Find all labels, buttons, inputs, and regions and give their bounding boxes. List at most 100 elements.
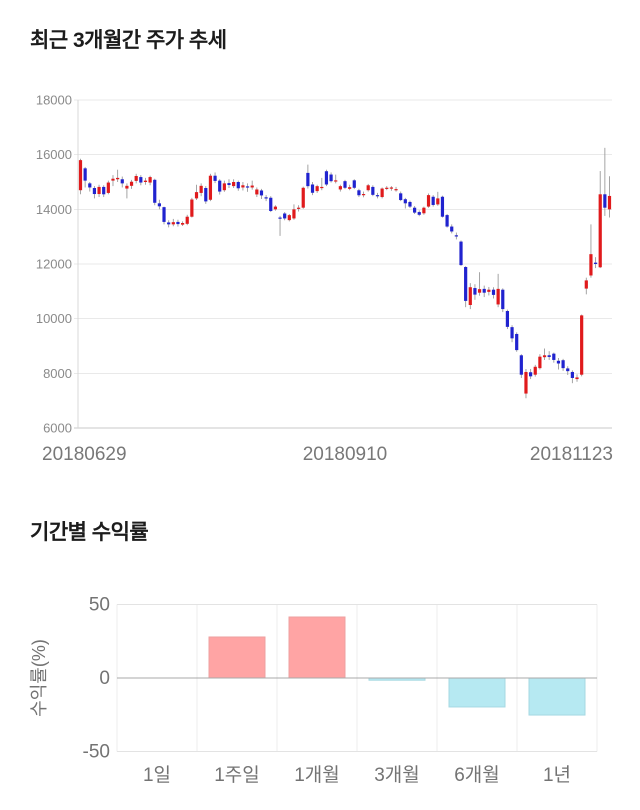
candle-body	[580, 315, 584, 375]
candle-body	[570, 371, 574, 378]
candlestick	[329, 172, 333, 183]
candlestick	[394, 186, 398, 192]
candlestick	[589, 224, 593, 278]
candlestick	[269, 196, 273, 213]
candle-body	[482, 288, 486, 293]
candlestick	[176, 219, 180, 227]
candle-body	[366, 185, 370, 191]
candlestick	[399, 191, 403, 202]
candlestick	[556, 358, 561, 370]
candle-body	[259, 190, 264, 196]
candlestick	[129, 179, 134, 189]
candle-body	[385, 187, 389, 189]
candle-body	[603, 194, 607, 208]
candlestick	[352, 179, 356, 190]
candlestick	[519, 354, 523, 378]
candle-body	[468, 287, 472, 305]
candlestick	[204, 186, 208, 204]
candlestick	[570, 370, 574, 384]
candle-body	[269, 197, 273, 212]
candle-body	[334, 180, 338, 182]
candlestick	[431, 195, 435, 207]
candle-body	[501, 289, 505, 310]
price-x-tick-label: 20180629	[42, 444, 127, 465]
candle-body	[176, 221, 180, 225]
price-y-tick-label: 10000	[36, 311, 72, 326]
returns-y-tick-label: 50	[89, 595, 110, 616]
candlestick	[477, 272, 482, 296]
candlestick	[338, 184, 342, 192]
candle-body	[222, 183, 226, 191]
price-y-tick-label: 14000	[36, 202, 72, 217]
candle-body	[556, 360, 561, 364]
candlestick	[241, 182, 245, 191]
candle-body	[245, 186, 250, 188]
candle-body	[524, 371, 528, 394]
candle-body	[125, 185, 129, 189]
candlestick	[380, 187, 384, 199]
candlestick	[334, 174, 338, 184]
candle-body	[593, 262, 598, 264]
candle-body	[413, 207, 417, 213]
candlestick	[598, 171, 602, 269]
price-y-tick-label: 8000	[43, 366, 72, 381]
candle-body	[283, 213, 287, 219]
candlestick	[292, 204, 296, 220]
candlestick	[102, 185, 106, 198]
candle-body	[139, 177, 143, 183]
candle-body	[348, 187, 352, 189]
returns-y-tick-label: -50	[83, 742, 110, 763]
candle-body	[194, 192, 199, 199]
returns-y-tick-label: 0	[99, 668, 110, 689]
candle-body	[143, 180, 148, 182]
candlestick	[529, 368, 533, 380]
candlestick	[236, 180, 240, 191]
candlestick	[361, 191, 366, 198]
candlestick	[575, 374, 579, 382]
candle-body	[343, 181, 347, 188]
candle-body	[171, 222, 175, 225]
candlestick	[273, 205, 277, 211]
returns-bar	[448, 677, 506, 708]
candlestick	[547, 351, 551, 360]
candle-body	[552, 353, 556, 360]
candlestick	[417, 210, 421, 217]
candlestick	[607, 176, 612, 218]
price-x-tick-label: 20181123	[530, 444, 613, 465]
price-y-tick-label: 16000	[36, 147, 72, 162]
candle-body	[102, 186, 106, 195]
candlestick	[134, 173, 138, 184]
returns-x-category-label: 1개월	[294, 764, 340, 786]
candlestick	[552, 352, 556, 363]
candle-body	[153, 179, 157, 203]
candle-body	[273, 206, 277, 210]
candlestick	[125, 183, 129, 199]
returns-x-category-label: 6개월	[454, 764, 500, 786]
candle-body	[515, 333, 519, 351]
candlestick	[524, 368, 528, 399]
returns-y-axis-title: 수익률(%)	[29, 639, 49, 717]
candlestick	[296, 205, 301, 212]
candlestick	[148, 175, 152, 186]
candle-body	[389, 187, 394, 189]
candlestick	[92, 186, 97, 199]
candlestick	[385, 186, 389, 191]
candle-body	[450, 226, 454, 232]
candlestick	[426, 193, 431, 208]
candle-body	[529, 372, 533, 377]
candlestick	[259, 188, 264, 199]
candlestick	[250, 180, 254, 190]
candle-body	[431, 196, 435, 205]
candlestick	[440, 195, 445, 218]
candle-body	[116, 177, 120, 180]
candlestick	[287, 213, 291, 222]
candle-body	[250, 185, 254, 188]
candlestick	[454, 232, 458, 240]
candlestick	[566, 366, 570, 375]
candlestick	[264, 195, 268, 202]
candlestick	[538, 354, 542, 370]
candle-body	[510, 327, 514, 339]
candlestick	[510, 325, 514, 343]
returns-x-category-label: 1일	[143, 764, 171, 786]
candle-body	[106, 182, 110, 193]
